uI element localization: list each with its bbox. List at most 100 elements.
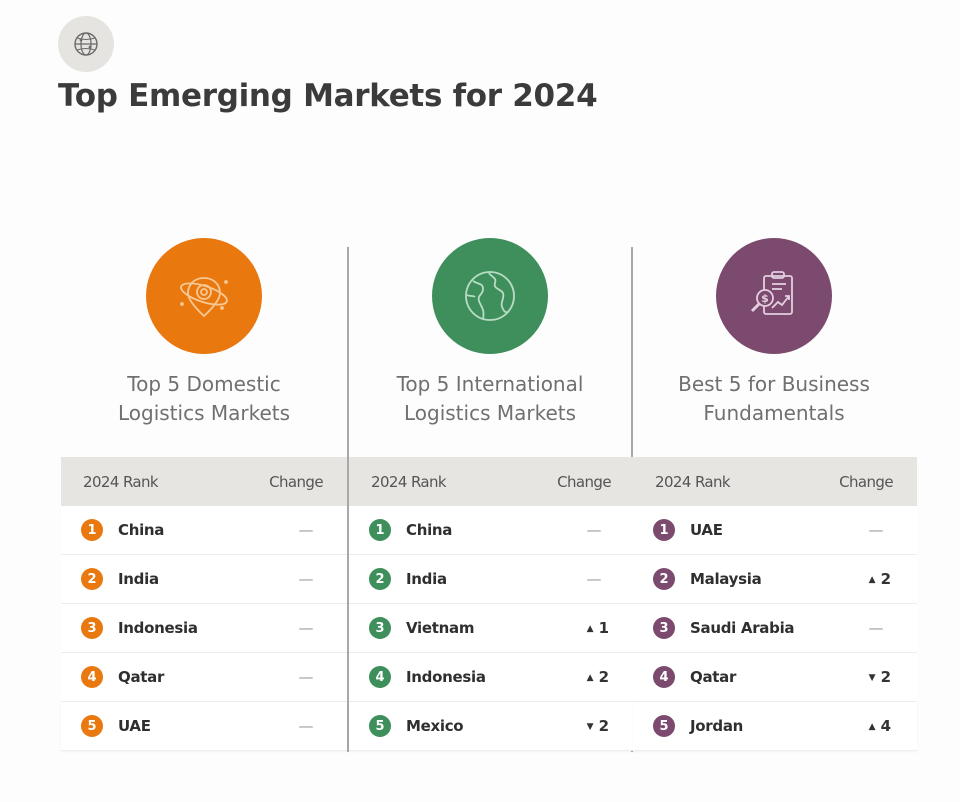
table-row: 4 Qatar — [61, 653, 347, 702]
country-name: China [406, 521, 453, 539]
svg-text:$: $ [761, 292, 769, 305]
table-row: 1 UAE — [633, 506, 917, 555]
rank-badge: 2 [81, 568, 103, 590]
country-name: Qatar [690, 668, 737, 686]
domestic-markets-section: Top 5 Domestic Logistics Markets [61, 238, 347, 428]
country-name: Saudi Arabia [690, 619, 795, 637]
arrow-up-icon: ▲ [586, 673, 594, 683]
domestic-heading: Top 5 Domestic Logistics Markets [61, 370, 347, 428]
country-name: Jordan [690, 717, 744, 735]
globe-icon [465, 271, 515, 321]
country-name: UAE [118, 717, 151, 735]
rank-change: ▲ 1 [579, 619, 609, 637]
rank-badge: 5 [653, 715, 675, 737]
table-row: 3 Vietnam ▲ 1 [349, 604, 635, 653]
rank-change: — [868, 619, 884, 637]
rank-badge: 3 [653, 617, 675, 639]
arrow-up-icon: ▲ [868, 575, 876, 585]
international-rank-table: 2024 Rank Change 1 China — 2 India — 3 Vietnam ▲… [349, 457, 635, 751]
rank-badge: 3 [81, 617, 103, 639]
change-value: 4 [880, 717, 891, 735]
clipboard-dollar-chart-icon: $ [750, 271, 793, 315]
country-name: Indonesia [118, 619, 198, 637]
heading-line-1: Best 5 for Business [678, 372, 870, 396]
business-rank-table: 2024 Rank Change 1 UAE —2 Malaysia ▲ 2 3 Saudi … [633, 457, 917, 751]
rank-badge: 1 [369, 519, 391, 541]
table-header: 2024 Rank Change [349, 457, 635, 506]
rank-change: — [298, 570, 314, 588]
country-name: Malaysia [690, 570, 762, 588]
domestic-icon-circle [146, 238, 262, 354]
globe-badge [58, 16, 114, 72]
international-markets-section: Top 5 International Logistics Markets [347, 238, 633, 428]
heading-line-2: Logistics Markets [117, 401, 291, 425]
business-heading: Best 5 for Business Fundamentals [631, 370, 917, 428]
rank-badge: 5 [369, 715, 391, 737]
arrow-down-icon: ▼ [868, 673, 876, 683]
country-name: India [406, 570, 447, 588]
table-row: 1 China — [61, 506, 347, 555]
table-row: 2 India — [61, 555, 347, 604]
change-column-header: Change [839, 472, 893, 491]
heading-line-1: Top 5 International [396, 372, 584, 396]
business-fundamentals-section: $ Best 5 for Business Fundamentals [631, 238, 917, 428]
rank-change: ▲ 4 [861, 717, 891, 735]
rank-change: ▲ 2 [861, 570, 891, 588]
table-row: 5 Mexico ▼ 2 [349, 702, 635, 751]
country-name: China [118, 521, 165, 539]
table-row: 1 China — [349, 506, 635, 555]
heading-line-2: Logistics Markets [403, 401, 577, 425]
column-divider [347, 247, 349, 752]
rank-change: — [298, 668, 314, 686]
change-value: 2 [880, 668, 891, 686]
rank-badge: 4 [369, 666, 391, 688]
international-heading: Top 5 International Logistics Markets [347, 370, 633, 428]
page-title: Top Emerging Markets for 2024 [58, 78, 598, 114]
change-value: 2 [880, 570, 891, 588]
rank-column-header: 2024 Rank [371, 472, 447, 491]
table-row: 3 Indonesia — [61, 604, 347, 653]
change-value: 1 [598, 619, 609, 637]
rank-change: ▼ 2 [579, 717, 609, 735]
country-name: Qatar [118, 668, 165, 686]
country-name: India [118, 570, 159, 588]
globe-network-icon [74, 32, 98, 56]
table-header: 2024 Rank Change [61, 457, 347, 506]
rank-badge: 2 [369, 568, 391, 590]
arrow-up-icon: ▲ [868, 722, 876, 732]
change-value: 2 [598, 668, 609, 686]
change-column-header: Change [557, 472, 611, 491]
change-value: 2 [598, 717, 609, 735]
rank-badge: 5 [81, 715, 103, 737]
domestic-rank-table: 2024 Rank Change 1 China — 2 India — 3 Indonesi… [61, 457, 347, 751]
rank-column-header: 2024 Rank [83, 472, 159, 491]
rank-badge: 1 [653, 519, 675, 541]
country-name: UAE [690, 521, 723, 539]
rank-badge: 4 [81, 666, 103, 688]
country-name: Vietnam [406, 619, 475, 637]
heading-line-1: Top 5 Domestic [127, 372, 281, 396]
rank-badge: 2 [653, 568, 675, 590]
arrow-up-icon: ▲ [586, 624, 594, 634]
rank-column-header: 2024 Rank [655, 472, 731, 491]
rank-change: ▼ 2 [861, 668, 891, 686]
rank-change: — [586, 570, 602, 588]
location-pin-orbit-icon [180, 277, 228, 318]
country-name: Mexico [406, 717, 464, 735]
rank-badge: 3 [369, 617, 391, 639]
table-header: 2024 Rank Change [633, 457, 917, 506]
rank-badge: 1 [81, 519, 103, 541]
table-row: 2 India — [349, 555, 635, 604]
rank-change: — [298, 521, 314, 539]
table-row: 5 UAE — [61, 702, 347, 751]
table-row: 4 Qatar ▼ 2 [633, 653, 917, 702]
rank-change: — [586, 521, 602, 539]
rank-change: — [298, 619, 314, 637]
country-name: Indonesia [406, 668, 486, 686]
table-row: 3 Saudi Arabia — [633, 604, 917, 653]
heading-line-2: Fundamentals [703, 401, 845, 425]
arrow-down-icon: ▼ [586, 722, 594, 732]
rank-change: — [298, 717, 314, 735]
table-row: 4 Indonesia ▲ 2 [349, 653, 635, 702]
change-column-header: Change [269, 472, 323, 491]
